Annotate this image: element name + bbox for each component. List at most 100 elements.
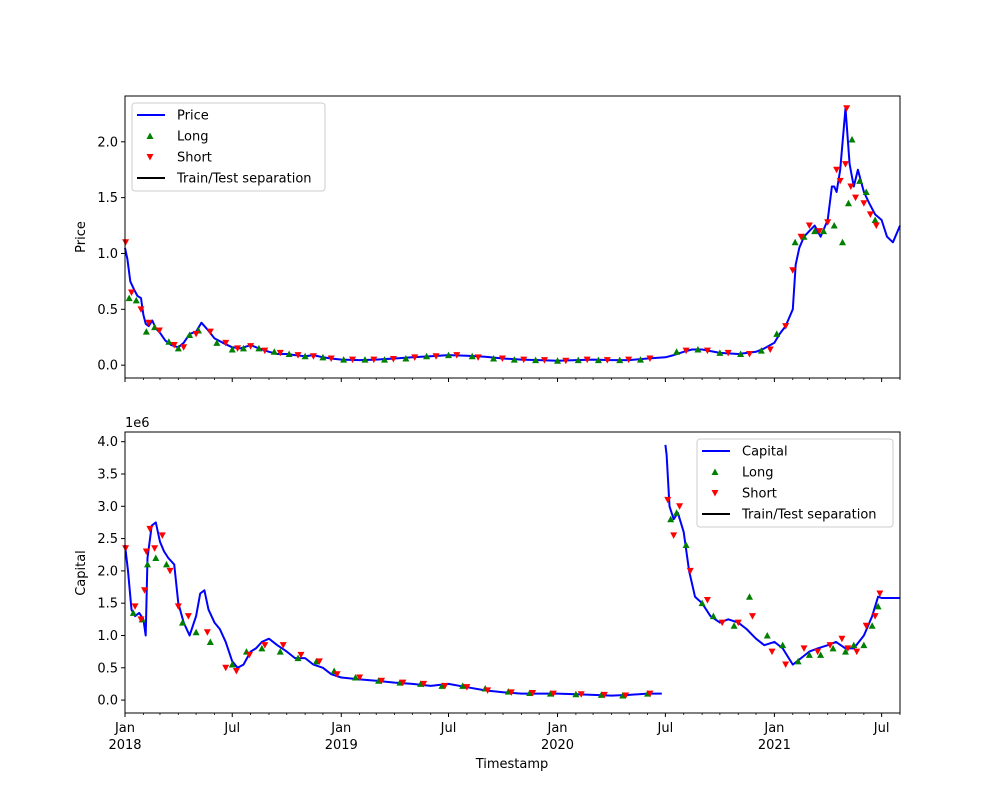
price-short-marker bbox=[872, 222, 880, 230]
capital-long-marker bbox=[276, 648, 284, 655]
price-short-marker bbox=[766, 346, 774, 354]
price-short-marker bbox=[646, 355, 654, 362]
capital-legend: Capital Long Short Train/Test separation bbox=[696, 438, 894, 528]
price-long-marker bbox=[340, 356, 348, 363]
capital-short-marker bbox=[203, 629, 211, 636]
capital-short-marker bbox=[844, 645, 852, 652]
price-long-marker bbox=[285, 350, 293, 357]
price-long-marker bbox=[532, 356, 540, 364]
price-legend-label: Price bbox=[177, 109, 209, 124]
capital-short-marker bbox=[676, 503, 684, 510]
capital-short-marker bbox=[734, 619, 742, 627]
capital-short-marker bbox=[141, 587, 149, 594]
capital-long-marker bbox=[874, 602, 882, 610]
capital-short-marker bbox=[871, 613, 879, 620]
capital-long-marker bbox=[763, 631, 771, 639]
capital-short-marker bbox=[748, 613, 756, 620]
price-short-marker bbox=[276, 349, 284, 357]
price-panel: 0.0 0.5 1.0 1.5 2.0 Price Price Long Short Trai… bbox=[74, 95, 901, 382]
capital-short-marker bbox=[484, 687, 492, 694]
price-long-marker bbox=[839, 238, 847, 246]
capital-long-marker bbox=[375, 677, 383, 684]
capital-short-marker bbox=[670, 532, 678, 539]
price-long-marker bbox=[142, 328, 150, 335]
capital-long-marker bbox=[417, 680, 425, 687]
capital-short-marker bbox=[279, 642, 287, 649]
capital-short-marker bbox=[151, 545, 159, 552]
price-short-marker bbox=[170, 342, 178, 349]
capital-long-marker bbox=[829, 644, 837, 652]
price-long-marker bbox=[848, 136, 856, 143]
capital-short-marker bbox=[782, 661, 790, 669]
price-long-marker bbox=[270, 348, 278, 355]
price-long-marker bbox=[800, 233, 808, 240]
capital-short-marker bbox=[232, 668, 240, 675]
price-short-marker bbox=[703, 347, 711, 355]
capital-short-marker bbox=[549, 690, 557, 698]
price-long-marker bbox=[594, 356, 602, 364]
capital-short-marker bbox=[768, 648, 776, 656]
capital-long-marker bbox=[129, 609, 137, 616]
price-short-marker bbox=[389, 356, 397, 363]
capital-line-segment-0 bbox=[124, 521, 662, 697]
x-tick-label-month: Jul bbox=[440, 721, 457, 736]
capital-long-marker bbox=[794, 657, 802, 665]
capital-x-ticks: Jan 2018 Jul Jan 2019 Jul Jan 2020 Jul Jan 2021 Jul bbox=[108, 713, 901, 753]
price-long-marker bbox=[673, 348, 681, 355]
price-long-marker bbox=[871, 216, 879, 223]
price-short-marker bbox=[349, 356, 357, 364]
capital-long-marker bbox=[619, 692, 627, 699]
price-short-marker bbox=[843, 105, 851, 112]
price-short-marker bbox=[206, 328, 214, 336]
capital-short-marker bbox=[507, 689, 515, 696]
capital-long-marker bbox=[682, 541, 690, 549]
x-tick-label-month: Jan bbox=[763, 721, 784, 736]
capital-short-marker bbox=[853, 648, 861, 656]
price-short-marker bbox=[453, 352, 461, 359]
capital-long-marker bbox=[144, 560, 152, 568]
x-tick-label-year: 2021 bbox=[758, 738, 791, 753]
capital-short-marker bbox=[222, 664, 230, 672]
price-short-marker bbox=[540, 357, 548, 364]
price-y-tick-label: 0.5 bbox=[97, 303, 118, 318]
capital-y-tick-label: 3.0 bbox=[97, 500, 118, 515]
capital-long-marker bbox=[805, 651, 813, 658]
price-short-marker bbox=[724, 349, 732, 357]
price-long-marker bbox=[510, 356, 518, 363]
price-short-marker bbox=[474, 354, 482, 361]
price-short-marker bbox=[866, 211, 874, 218]
price-long-marker bbox=[616, 356, 624, 364]
price-short-marker bbox=[836, 177, 844, 185]
capital-long-marker bbox=[673, 509, 681, 516]
capital-short-marker bbox=[378, 677, 386, 685]
price-short-marker bbox=[860, 200, 868, 207]
price-short-marker bbox=[841, 161, 849, 168]
capital-y-axis-label: Capital bbox=[74, 550, 89, 596]
capital-short-marker bbox=[800, 645, 808, 652]
price-long-marker bbox=[490, 354, 498, 362]
capital-short-marker bbox=[420, 680, 428, 688]
capital-short-marker bbox=[876, 590, 884, 597]
price-long-marker bbox=[132, 296, 140, 304]
price-short-marker bbox=[797, 233, 805, 241]
capital-y-tick-label: 1.0 bbox=[97, 629, 118, 644]
x-tick-label-year: 2019 bbox=[325, 738, 358, 753]
capital-long-marker bbox=[192, 628, 200, 636]
capital-long-marker bbox=[294, 654, 302, 662]
price-long-marker bbox=[554, 357, 562, 364]
capital-short-marker bbox=[399, 679, 407, 687]
capital-plot-area bbox=[122, 444, 900, 700]
capital-line-segment-1 bbox=[664, 444, 900, 666]
capital-short-marker bbox=[245, 651, 253, 659]
capital-y-tick-label: 2.5 bbox=[97, 532, 118, 547]
capital-short-marker bbox=[826, 642, 834, 649]
capital-long-marker bbox=[228, 661, 236, 668]
price-short-marker bbox=[128, 289, 136, 297]
price-short-marker bbox=[789, 267, 797, 274]
capital-short-marker bbox=[577, 691, 585, 698]
x-tick-label-month: Jul bbox=[657, 721, 674, 736]
price-short-marker bbox=[261, 347, 269, 355]
price-legend-label: Long bbox=[177, 130, 208, 145]
price-short-marker bbox=[833, 166, 841, 174]
price-short-marker bbox=[824, 219, 832, 226]
